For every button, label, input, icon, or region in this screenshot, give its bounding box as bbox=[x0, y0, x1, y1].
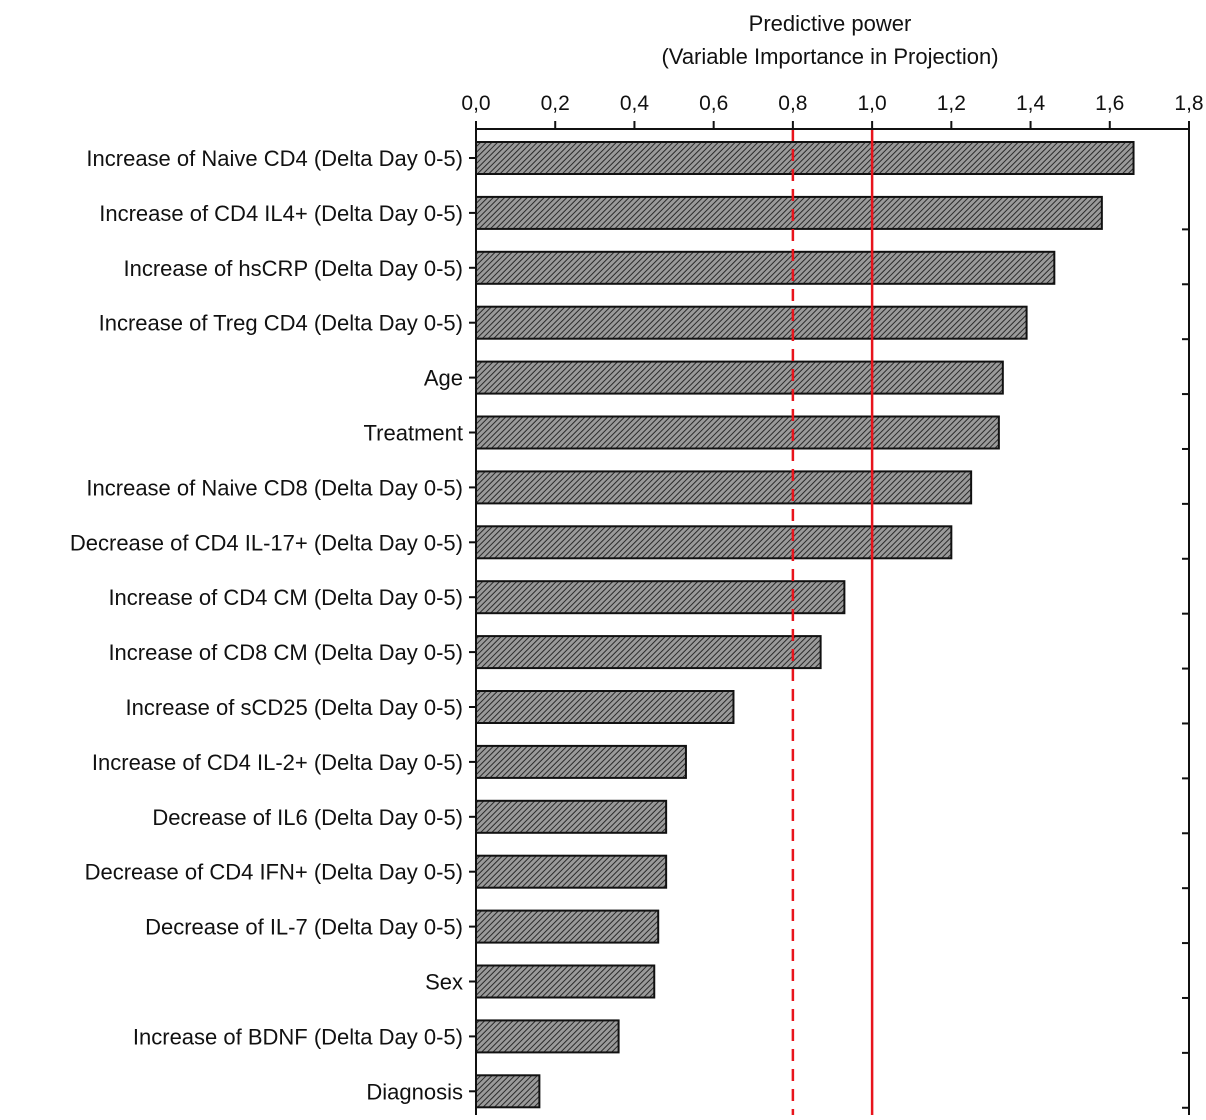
category-label: Increase of Naive CD8 (Delta Day 0-5) bbox=[86, 475, 463, 500]
category-label: Age bbox=[424, 366, 463, 391]
bar bbox=[475, 525, 953, 560]
category-label: Treatment bbox=[364, 421, 463, 446]
category-label: Decrease of CD4 IL-17+ (Delta Day 0-5) bbox=[70, 530, 463, 555]
bar bbox=[475, 744, 687, 779]
category-label: Increase of CD4 CM (Delta Day 0-5) bbox=[108, 585, 463, 610]
x-tick-label: 0,2 bbox=[541, 92, 570, 115]
category-label: Increase of BDNF (Delta Day 0-5) bbox=[133, 1024, 463, 1049]
category-label: Decrease of CD4 IFN+ (Delta Day 0-5) bbox=[85, 860, 463, 885]
x-tick-label: 0,4 bbox=[620, 92, 650, 115]
bar bbox=[475, 141, 1135, 175]
bar bbox=[475, 415, 1000, 450]
x-tick-label: 1,4 bbox=[1016, 92, 1046, 115]
x-axis-ticks: 0,0 0,2 0,4 0,6 0,8 1,0 1,2 1,4 1,6 1,8 bbox=[461, 92, 1204, 129]
bar bbox=[475, 690, 735, 724]
bar bbox=[475, 250, 1056, 285]
category-label: Increase of CD4 IL4+ (Delta Day 0-5) bbox=[99, 201, 463, 226]
category-label: Increase of sCD25 (Delta Day 0-5) bbox=[126, 695, 463, 720]
bars-group bbox=[475, 141, 1135, 1109]
bar bbox=[475, 470, 973, 505]
bar bbox=[475, 580, 846, 615]
x-tick-label: 1,2 bbox=[937, 92, 966, 115]
category-label: Increase of CD4 IL-2+ (Delta Day 0-5) bbox=[92, 750, 463, 775]
bar bbox=[475, 909, 660, 944]
category-label: Increase of hsCRP (Delta Day 0-5) bbox=[123, 256, 463, 281]
category-label: Increase of CD8 CM (Delta Day 0-5) bbox=[108, 640, 463, 665]
x-tick-label: 0,8 bbox=[778, 92, 807, 115]
bar bbox=[475, 1019, 620, 1054]
bar bbox=[475, 854, 668, 889]
x-tick-label: 0,6 bbox=[699, 92, 728, 115]
category-labels: Increase of Naive CD4 (Delta Day 0-5) Inc… bbox=[70, 146, 1189, 1109]
bar bbox=[475, 964, 656, 999]
category-label: Increase of Naive CD4 (Delta Day 0-5) bbox=[86, 146, 463, 171]
x-tick-label: 1,0 bbox=[858, 92, 887, 115]
category-label: Decrease of IL6 (Delta Day 0-5) bbox=[152, 805, 463, 830]
plot-frame bbox=[475, 128, 1190, 1120]
bar bbox=[475, 1074, 541, 1109]
category-label: Sex bbox=[425, 970, 463, 995]
bar bbox=[475, 195, 1103, 230]
x-tick-label: 0,0 bbox=[461, 92, 490, 115]
x-axis-title-line2: (Variable Importance in Projection) bbox=[661, 44, 998, 69]
x-axis-title-line1: Predictive power bbox=[749, 11, 912, 36]
x-tick-label: 1,6 bbox=[1095, 92, 1124, 115]
reference-lines bbox=[791, 129, 874, 1120]
category-label: Diagnosis bbox=[366, 1079, 463, 1104]
bar bbox=[475, 799, 668, 834]
bar bbox=[475, 305, 1028, 340]
bar bbox=[475, 635, 822, 670]
category-label: Decrease of IL-7 (Delta Day 0-5) bbox=[145, 915, 463, 940]
category-label: Increase of Treg CD4 (Delta Day 0-5) bbox=[99, 311, 463, 336]
x-tick-label: 1,8 bbox=[1174, 92, 1203, 115]
bar bbox=[475, 360, 1004, 395]
